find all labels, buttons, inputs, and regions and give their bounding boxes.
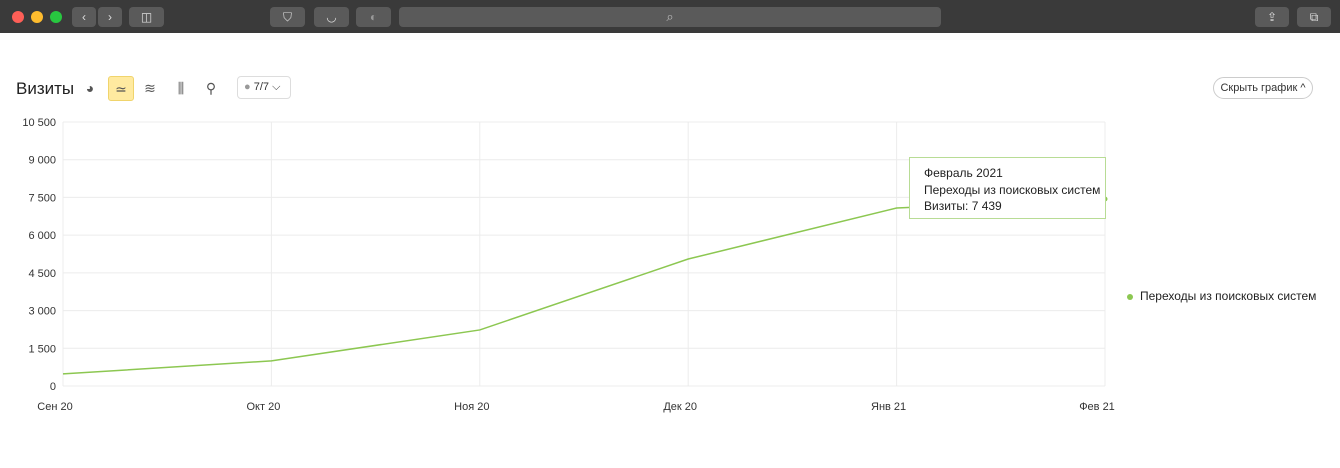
search-icon: ⌕ xyxy=(666,9,674,24)
chevron-down-icon: ⌵ xyxy=(272,81,281,93)
x-tick-label: Дек 20 xyxy=(663,401,697,413)
hide-chart-label: Скрыть график xyxy=(1220,82,1298,94)
chevron-up-icon: ^ xyxy=(1300,82,1306,94)
y-tick-label: 10 500 xyxy=(22,117,56,129)
hide-chart-button[interactable]: Скрыть график ^ xyxy=(1213,77,1313,99)
browser-toolbar: ‹ › ◫ ⛉ ◡ ◐ ⌕ ⇪ ⧉ xyxy=(0,0,1340,33)
tooltip-value: Визиты: 7 439 xyxy=(924,199,1002,213)
close-window-button[interactable] xyxy=(12,11,24,23)
bar-chart-icon[interactable]: ⫼ xyxy=(177,80,185,96)
page-title: Визиты xyxy=(16,79,75,98)
map-icon[interactable]: ⚲ xyxy=(205,80,217,96)
forward-icon[interactable]: › xyxy=(98,7,122,27)
address-bar[interactable]: ⌕ xyxy=(399,7,941,27)
minimize-window-button[interactable] xyxy=(31,11,43,23)
x-tick-label: Сен 20 xyxy=(37,401,72,413)
comment-icon: ● xyxy=(244,81,251,93)
shield-icon[interactable]: ⛉ xyxy=(270,7,305,27)
segments-dropdown[interactable]: ● 7/7 ⌵ xyxy=(237,76,291,99)
x-tick-label: Фев 21 xyxy=(1079,401,1115,413)
line-chart-icon[interactable]: ≃ xyxy=(108,76,134,101)
sidebar-icon[interactable]: ◫ xyxy=(129,7,164,27)
back-icon[interactable]: ‹ xyxy=(72,7,96,27)
y-tick-label: 1 500 xyxy=(28,343,56,355)
series-line xyxy=(62,198,1106,375)
pocket-icon[interactable]: ◡ xyxy=(314,7,349,27)
tooltip-title: Февраль 2021 xyxy=(924,166,1003,180)
share-icon[interactable]: ⇪ xyxy=(1255,7,1289,27)
legend-marker xyxy=(1127,293,1133,300)
tooltip-series: Переходы из поисковых систем xyxy=(924,182,1101,197)
chart-tooltip: Февраль 2021 Переходы из поисковых систе… xyxy=(909,157,1106,219)
x-tick-label: Ноя 20 xyxy=(454,401,489,413)
zoom-window-button[interactable] xyxy=(50,11,62,23)
y-tick-label: 9 000 xyxy=(28,155,56,167)
area-chart-icon[interactable]: ≋ xyxy=(144,80,156,96)
pie-chart-icon[interactable]: ◕ xyxy=(85,80,95,96)
y-tick-label: 3 000 xyxy=(28,306,56,318)
legend-label: Переходы из поисковых систем xyxy=(1140,289,1317,303)
legend-item[interactable]: Переходы из поисковых систем xyxy=(1127,289,1316,303)
tabs-icon[interactable]: ⧉ xyxy=(1297,7,1331,27)
y-tick-label: 4 500 xyxy=(28,268,56,280)
y-tick-label: 6 000 xyxy=(28,230,56,242)
y-tick-label: 7 500 xyxy=(28,192,56,204)
privacy-icon[interactable]: ◐ xyxy=(356,7,391,27)
y-tick-label: 0 xyxy=(50,381,56,393)
x-tick-label: Янв 21 xyxy=(871,401,906,413)
segments-count: 7/7 xyxy=(253,81,270,93)
x-tick-label: Окт 20 xyxy=(246,401,280,413)
